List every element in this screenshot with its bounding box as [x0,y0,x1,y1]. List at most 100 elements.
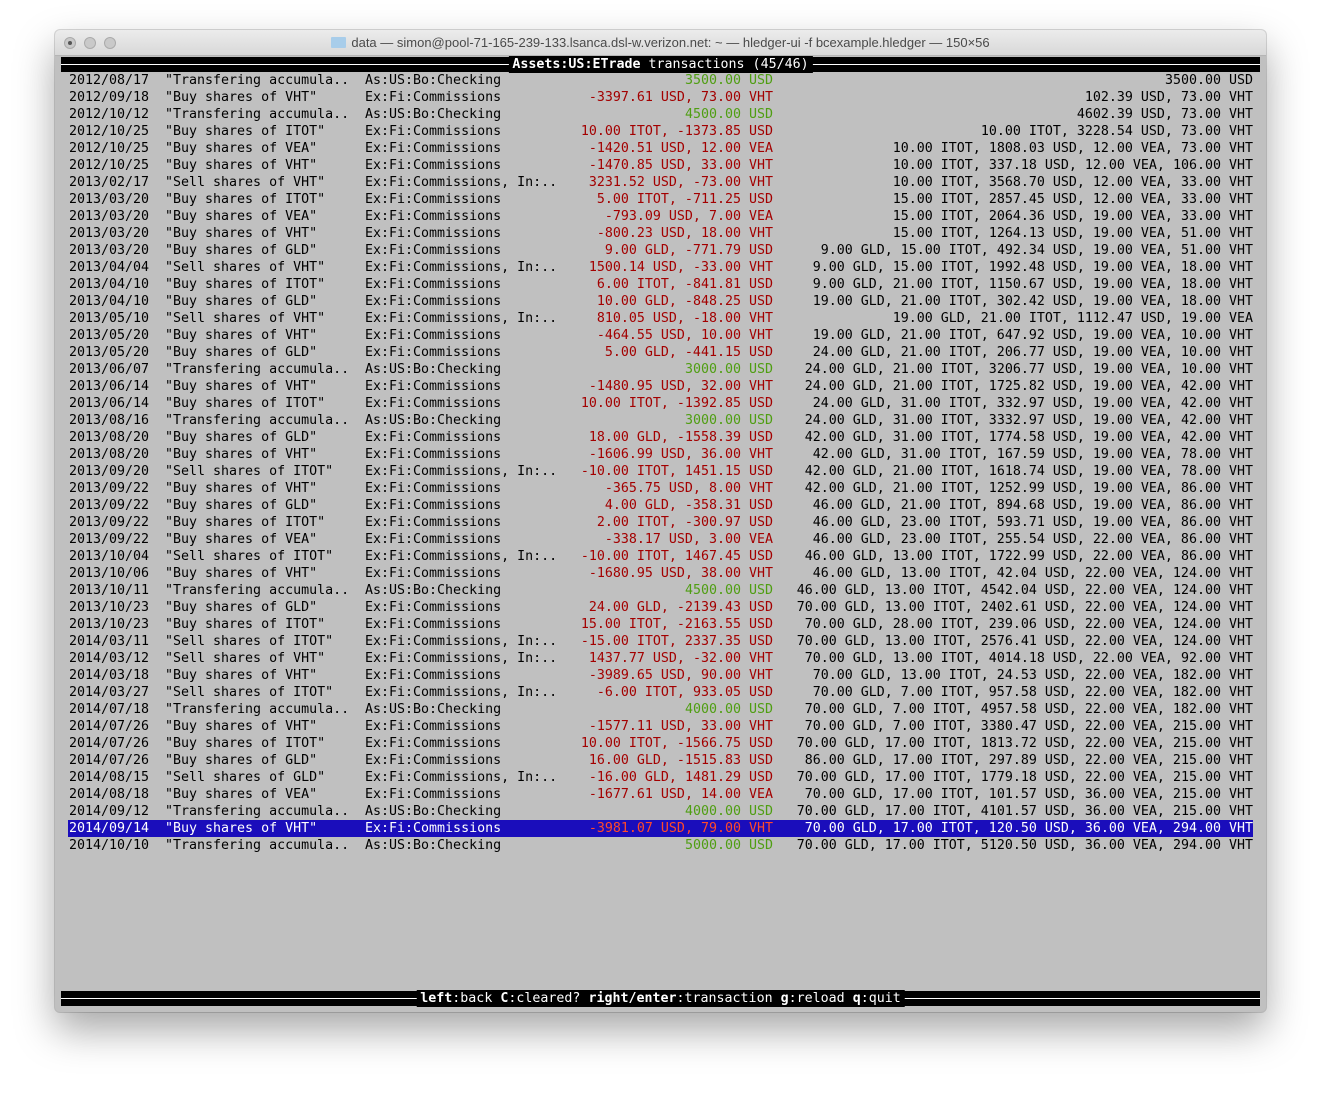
row-account: Ex:Fi:Commissions [365,141,502,156]
transaction-row[interactable]: 2013/03/20 "Buy shares of GLD" Ex:Fi:Commi… [61,242,1260,259]
row-account: Ex:Fi:Commissions [365,158,502,173]
row-date: 2013/09/22 [69,481,150,496]
footer-action: back [460,991,493,1006]
transaction-row[interactable]: 2013/06/14 "Buy shares of VHT" Ex:Fi:Commi… [61,378,1260,395]
row-balance: 70.00 GLD, 17.00 ITOT, 120.50 USD, 36.00… [804,821,1253,836]
row-date: 2012/10/25 [69,141,150,156]
transaction-row[interactable]: 2014/03/12 "Sell shares of VHT" Ex:Fi:Comm… [61,650,1260,667]
row-date: 2014/07/18 [69,702,150,717]
row-date: 2014/03/12 [69,651,150,666]
transaction-row[interactable]: 2014/07/18 "Transfering accumula.. As:US:B… [61,701,1260,718]
window-title-text: data — simon@pool-71-165-239-133.lsanca.… [351,35,990,50]
transaction-row[interactable]: 2013/04/10 "Buy shares of ITOT" Ex:Fi:Comm… [61,276,1260,293]
transaction-row[interactable]: 2013/10/11 "Transfering accumula.. As:US:B… [61,582,1260,599]
row-account: Ex:Fi:Commissions [365,226,502,241]
row-date: 2012/08/17 [69,73,150,88]
transaction-row[interactable]: 2014/03/11 "Sell shares of ITOT" Ex:Fi:Com… [61,633,1260,650]
transaction-row[interactable]: 2012/10/25 "Buy shares of VEA" Ex:Fi:Commi… [61,140,1260,157]
transaction-row[interactable]: 2013/08/20 "Buy shares of GLD" Ex:Fi:Commi… [61,429,1260,446]
transaction-row[interactable]: 2014/08/18 "Buy shares of VEA" Ex:Fi:Commi… [61,786,1260,803]
row-account: As:US:Bo:Checking [365,362,502,377]
transaction-row[interactable]: 2013/09/22 "Buy shares of GLD" Ex:Fi:Commi… [61,497,1260,514]
transaction-row[interactable]: 2013/04/04 "Sell shares of VHT" Ex:Fi:Comm… [61,259,1260,276]
row-balance: 70.00 GLD, 13.00 ITOT, 24.53 USD, 22.00 … [812,668,1253,683]
transaction-row[interactable]: 2013/03/20 "Buy shares of ITOT" Ex:Fi:Comm… [61,191,1260,208]
row-date: 2012/10/12 [69,107,150,122]
transaction-row[interactable]: 2013/02/17 "Sell shares of VHT" Ex:Fi:Comm… [61,174,1260,191]
row-date: 2013/04/10 [69,294,150,309]
transaction-row[interactable]: 2014/08/15 "Sell shares of GLD" Ex:Fi:Comm… [61,769,1260,786]
transaction-row[interactable]: 2012/08/17 "Transfering accumula.. As:US:B… [61,72,1260,89]
transaction-row[interactable]: 2013/06/07 "Transfering accumula.. As:US:B… [61,361,1260,378]
row-balance: 70.00 GLD, 7.00 ITOT, 957.58 USD, 22.00 … [812,685,1253,700]
transaction-row[interactable]: 2013/09/22 "Buy shares of VEA" Ex:Fi:Commi… [61,531,1260,548]
row-date: 2014/09/12 [69,804,150,819]
footer-key: C [500,991,509,1006]
transaction-row[interactable]: 2014/07/26 "Buy shares of ITOT" Ex:Fi:Comm… [61,735,1260,752]
row-date: 2013/05/10 [69,311,150,326]
transaction-row[interactable]: 2013/09/22 "Buy shares of ITOT" Ex:Fi:Comm… [61,514,1260,531]
transaction-row[interactable]: 2013/10/23 "Buy shares of ITOT" Ex:Fi:Comm… [61,616,1260,633]
row-account: Ex:Fi:Commissions, In:.. [365,651,558,666]
row-amount: -10.00 ITOT, 1467.45 USD [580,549,773,564]
transaction-row[interactable]: 2013/03/20 "Buy shares of VHT" Ex:Fi:Commi… [61,225,1260,242]
transaction-row-selected[interactable]: 2014/09/14 "Buy shares of VHT" Ex:Fi:Commi… [68,820,1253,837]
row-description: "Buy shares of VHT" [165,328,318,343]
minimize-button[interactable] [84,37,96,49]
transaction-row[interactable]: 2013/09/22 "Buy shares of VHT" Ex:Fi:Commi… [61,480,1260,497]
transaction-row[interactable]: 2013/08/20 "Buy shares of VHT" Ex:Fi:Commi… [61,446,1260,463]
row-account: Ex:Fi:Commissions, In:.. [365,464,558,479]
row-account: Ex:Fi:Commissions, In:.. [365,175,558,190]
row-amount: 4000.00 USD [684,702,773,717]
transaction-row[interactable]: 2013/10/23 "Buy shares of GLD" Ex:Fi:Commi… [61,599,1260,616]
footer-key: left [420,991,453,1006]
row-amount: 4500.00 USD [684,583,773,598]
transaction-row[interactable]: 2013/05/20 "Buy shares of VHT" Ex:Fi:Commi… [61,327,1260,344]
transaction-row[interactable]: 2013/06/14 "Buy shares of ITOT" Ex:Fi:Comm… [61,395,1260,412]
transaction-row[interactable]: 2014/07/26 "Buy shares of GLD" Ex:Fi:Commi… [61,752,1260,769]
transaction-row[interactable]: 2013/03/20 "Buy shares of VEA" Ex:Fi:Commi… [61,208,1260,225]
row-description: "Buy shares of ITOT" [165,515,326,530]
close-button[interactable] [64,37,76,49]
row-balance: 70.00 GLD, 28.00 ITOT, 239.06 USD, 22.00… [804,617,1253,632]
row-date: 2012/10/25 [69,158,150,173]
transaction-row[interactable]: 2014/03/27 "Sell shares of ITOT" Ex:Fi:Com… [61,684,1260,701]
transaction-row[interactable]: 2014/10/10 "Transfering accumula.. As:US:B… [61,837,1260,854]
row-description: "Buy shares of VHT" [165,481,318,496]
transaction-row[interactable]: 2014/09/12 "Transfering accumula.. As:US:B… [61,803,1260,820]
transaction-row[interactable]: 2012/10/25 "Buy shares of VHT" Ex:Fi:Commi… [61,157,1260,174]
row-balance: 70.00 GLD, 17.00 ITOT, 4101.57 USD, 36.0… [796,804,1253,819]
transaction-row[interactable]: 2012/10/12 "Transfering accumula.. As:US:B… [61,106,1260,123]
transaction-row[interactable]: 2014/07/26 "Buy shares of VHT" Ex:Fi:Commi… [61,718,1260,735]
transaction-list[interactable]: 2012/08/17 "Transfering accumula.. As:US:B… [61,72,1260,854]
transaction-row[interactable]: 2013/09/20 "Sell shares of ITOT" Ex:Fi:Com… [61,463,1260,480]
row-amount: 810.05 USD, -18.00 VHT [596,311,773,326]
row-description: "Sell shares of VHT" [165,175,326,190]
transaction-row[interactable]: 2012/09/18 "Buy shares of VHT" Ex:Fi:Commi… [61,89,1260,106]
transaction-row[interactable]: 2013/10/06 "Buy shares of VHT" Ex:Fi:Commi… [61,565,1260,582]
transaction-row[interactable]: 2013/10/04 "Sell shares of ITOT" Ex:Fi:Com… [61,548,1260,565]
row-date: 2013/08/20 [69,447,150,462]
transaction-row[interactable]: 2013/05/20 "Buy shares of GLD" Ex:Fi:Commi… [61,344,1260,361]
footer-action: reload [796,991,845,1006]
row-account: Ex:Fi:Commissions, In:.. [365,549,558,564]
terminal-content[interactable]: Assets:US:ETrade transactions (45/46) 20… [61,56,1260,1007]
row-description: "Transfering accumula.. [165,107,350,122]
transaction-row[interactable]: 2014/03/18 "Buy shares of VHT" Ex:Fi:Commi… [61,667,1260,684]
footer-key: q [852,991,861,1006]
maximize-button[interactable] [104,37,116,49]
transaction-row[interactable]: 2013/05/10 "Sell shares of VHT" Ex:Fi:Comm… [61,310,1260,327]
row-account: Ex:Fi:Commissions [365,736,502,751]
transaction-row[interactable]: 2012/10/25 "Buy shares of ITOT" Ex:Fi:Comm… [61,123,1260,140]
row-description: "Sell shares of ITOT" [165,464,334,479]
row-date: 2013/10/11 [69,583,150,598]
row-amount: -464.55 USD, 10.00 VHT [596,328,773,343]
transaction-row[interactable]: 2013/04/10 "Buy shares of GLD" Ex:Fi:Commi… [61,293,1260,310]
transaction-row[interactable]: 2013/08/16 "Transfering accumula.. As:US:B… [61,412,1260,429]
row-description: "Transfering accumula.. [165,838,350,853]
footer-action: cleared? [516,991,581,1006]
row-amount: -3989.65 USD, 90.00 VHT [588,668,773,683]
row-amount: 4500.00 USD [684,107,773,122]
row-description: "Buy shares of VHT" [165,821,318,836]
row-account: As:US:Bo:Checking [365,583,502,598]
